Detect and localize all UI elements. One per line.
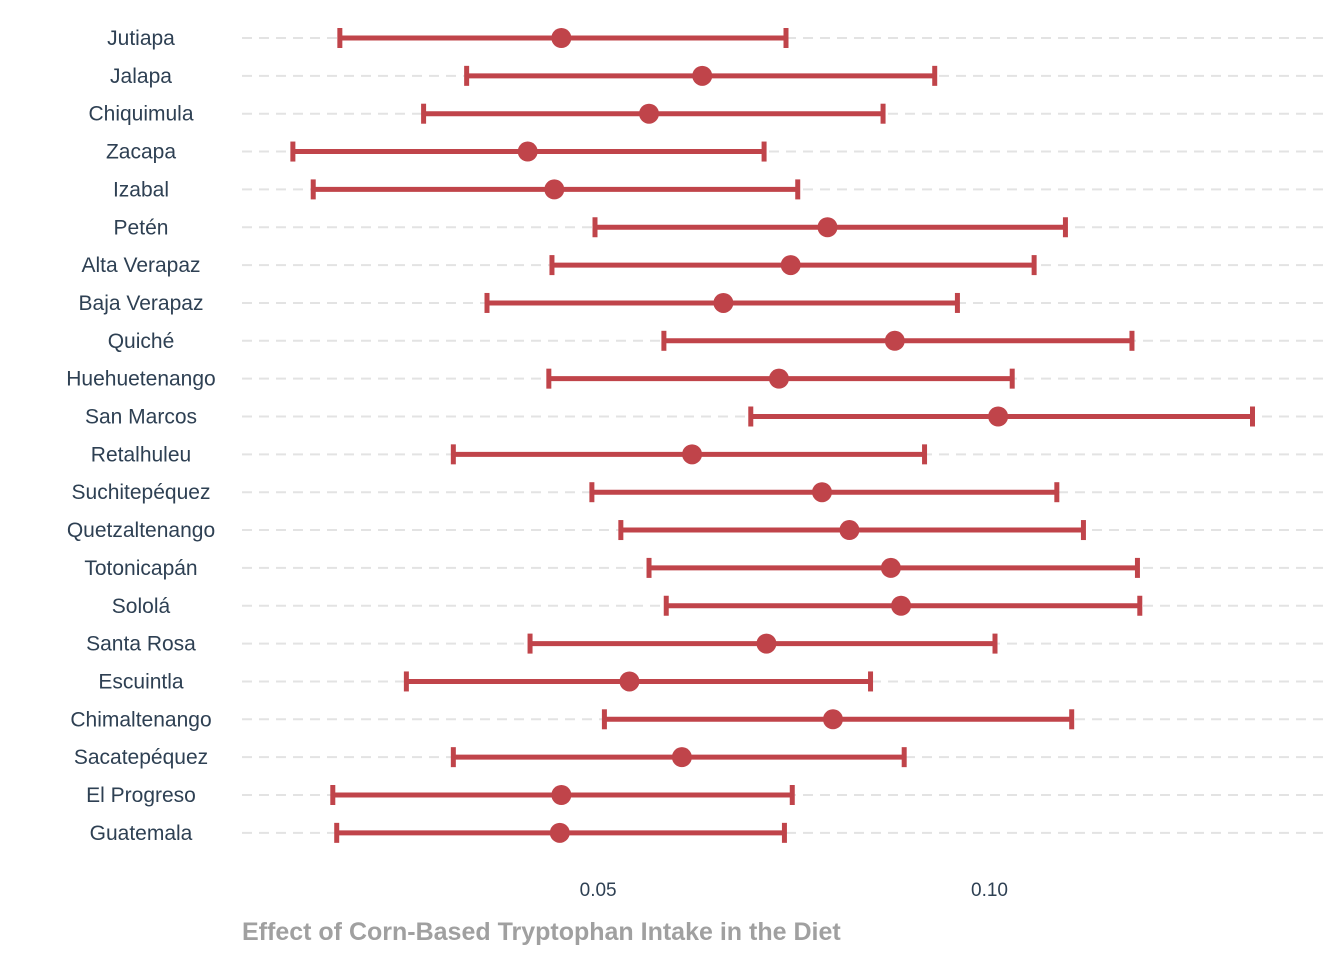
row-label: Retalhuleu	[91, 443, 191, 466]
estimate-point	[768, 368, 789, 389]
row-label: Totonicapán	[84, 557, 197, 580]
interval-row	[421, 103, 886, 124]
x-axis-ticks: 0.05 0.10	[580, 880, 1008, 901]
estimate-point	[713, 292, 734, 313]
row-label: Escuintla	[98, 670, 184, 693]
estimate-point	[692, 65, 713, 86]
interval-row	[549, 255, 1037, 276]
row-label: Sacatepéquez	[74, 746, 208, 769]
interval-row	[663, 595, 1143, 616]
estimate-point	[551, 28, 572, 48]
x-tick-label: 0.10	[971, 880, 1008, 901]
interval-row	[592, 217, 1068, 238]
estimate-point	[756, 633, 777, 654]
estimate-point	[884, 330, 905, 351]
estimate-point	[891, 595, 912, 616]
estimate-point	[639, 103, 660, 124]
estimate-point	[780, 255, 801, 276]
interval-row	[337, 28, 789, 48]
row-label: Izabal	[113, 178, 169, 201]
row-label: Alta Verapaz	[81, 254, 200, 277]
interval-row	[484, 292, 960, 313]
row-label: Suchitepéquez	[72, 481, 211, 504]
interval-row	[334, 822, 787, 843]
row-label: Santa Rosa	[86, 633, 196, 656]
interval-row	[589, 482, 1060, 503]
interval-row	[601, 709, 1075, 730]
interval-row	[310, 179, 801, 200]
estimate-point	[549, 822, 570, 843]
row-label: Guatemala	[90, 822, 193, 845]
x-axis-title: Effect of Corn-Based Tryptophan Intake i…	[242, 918, 841, 946]
row-label: San Marcos	[85, 406, 197, 429]
row-label: Quiché	[108, 330, 175, 353]
row-label: Jutiapa	[107, 27, 175, 50]
interval-row	[290, 141, 767, 162]
interval-row	[403, 671, 874, 692]
interval-row	[527, 633, 998, 654]
interval-row	[464, 65, 938, 86]
row-label: Baja Verapaz	[79, 292, 204, 315]
row-label: Chimaltenango	[70, 708, 211, 731]
interval-row	[450, 444, 928, 465]
estimate-point	[817, 217, 838, 238]
x-tick-label: 0.05	[580, 880, 617, 901]
estimate-point	[839, 520, 860, 541]
estimate-point	[517, 141, 538, 162]
interval-marks	[290, 28, 1256, 843]
row-label: Petén	[114, 216, 169, 239]
interval-row	[546, 368, 1015, 389]
estimate-point	[812, 482, 833, 503]
interval-row	[661, 330, 1135, 351]
interval-row	[450, 747, 907, 768]
estimate-point	[682, 444, 703, 465]
row-label: Quetzaltenango	[67, 519, 215, 542]
estimate-point	[671, 747, 692, 768]
row-label: Zacapa	[106, 141, 176, 164]
estimate-point	[619, 671, 640, 692]
estimate-point	[822, 709, 843, 730]
interval-row	[646, 557, 1140, 578]
row-label: Chiquimula	[88, 103, 193, 126]
interval-row	[330, 785, 795, 805]
row-label: Huehuetenango	[66, 368, 215, 391]
estimate-point	[988, 406, 1009, 427]
interval-row	[748, 406, 1256, 427]
grid-layer	[242, 37, 1330, 834]
row-label: Jalapa	[110, 65, 172, 88]
estimate-point	[551, 785, 572, 805]
interval-row	[618, 520, 1086, 541]
y-axis-labels: Jutiapa Jalapa Chiquimula Zacapa Izabal Petén…	[66, 27, 215, 845]
estimate-point	[544, 179, 565, 200]
estimate-point	[880, 557, 901, 578]
row-label: El Progreso	[86, 784, 196, 807]
row-label: Sololá	[112, 595, 171, 618]
